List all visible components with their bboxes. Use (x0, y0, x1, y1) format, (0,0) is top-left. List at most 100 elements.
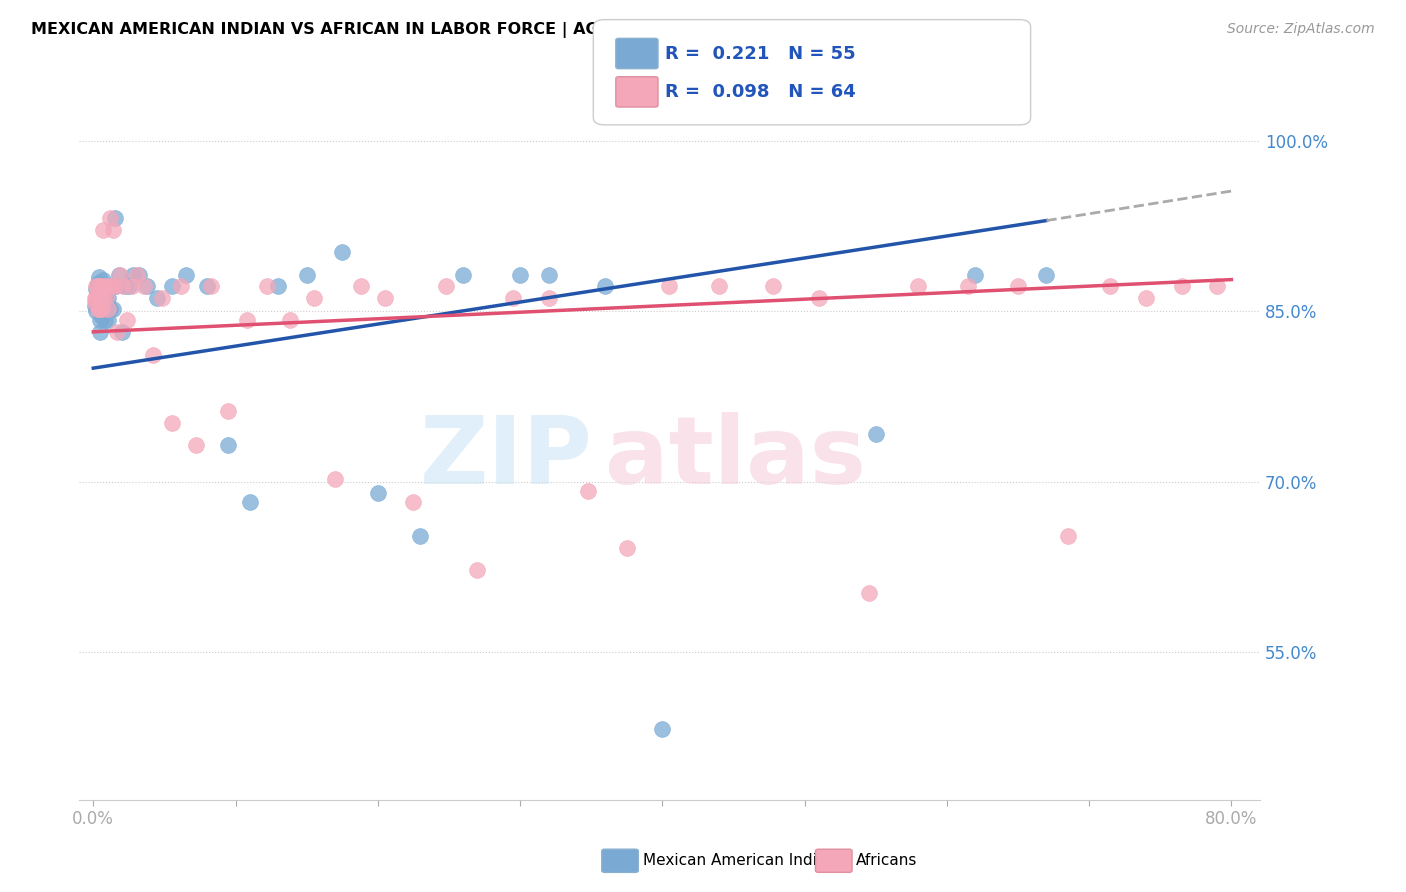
Point (239, 495, 262, 509)
Point (128, 268, 150, 282)
Point (94, 295, 117, 310)
Point (89, 325, 111, 339)
Point (90, 310, 112, 324)
Point (98, 302, 121, 317)
Point (118, 279, 141, 293)
Point (84, 279, 107, 293)
Point (121, 279, 143, 293)
Point (108, 268, 131, 282)
Point (217, 438, 239, 452)
Point (409, 529, 432, 543)
Point (762, 279, 785, 293)
Point (90, 302, 112, 317)
Point (84, 291, 107, 305)
Point (160, 279, 183, 293)
Point (350, 279, 373, 293)
Point (110, 268, 132, 282)
Point (107, 325, 129, 339)
Point (323, 472, 346, 486)
Text: atlas: atlas (605, 412, 866, 504)
Point (93, 313, 115, 327)
Point (89, 291, 111, 305)
Point (97, 279, 120, 293)
Text: Source: ZipAtlas.com: Source: ZipAtlas.com (1227, 22, 1375, 37)
Point (104, 211, 127, 226)
Point (83, 291, 105, 305)
Point (160, 416, 183, 430)
Point (86, 302, 108, 317)
Point (330, 245, 353, 260)
Point (98, 211, 121, 226)
Point (150, 291, 173, 305)
Point (90, 279, 112, 293)
Point (402, 495, 425, 509)
Point (91, 284, 114, 298)
Point (127, 268, 149, 282)
Point (709, 279, 731, 293)
Point (965, 268, 987, 282)
Point (87, 302, 110, 317)
Point (103, 302, 125, 317)
Point (595, 279, 617, 293)
Point (1206, 279, 1229, 293)
Point (90, 295, 112, 310)
Point (858, 586, 880, 600)
Point (957, 279, 980, 293)
Text: MEXICAN AMERICAN INDIAN VS AFRICAN IN LABOR FORCE | AGE 35-44 CORRELATION CHART: MEXICAN AMERICAN INDIAN VS AFRICAN IN LA… (31, 22, 863, 38)
Point (502, 291, 524, 305)
Point (89, 284, 111, 298)
Point (96, 313, 118, 327)
Point (1056, 529, 1078, 543)
Point (658, 279, 681, 293)
Point (89, 313, 111, 327)
Point (865, 427, 887, 442)
Point (907, 279, 929, 293)
Text: ZIP: ZIP (420, 412, 593, 504)
Point (96, 302, 118, 317)
Point (103, 222, 125, 236)
Point (86, 299, 108, 313)
Point (136, 279, 159, 293)
Point (87, 295, 110, 310)
Point (104, 279, 127, 293)
Point (256, 279, 278, 293)
Point (170, 279, 193, 293)
Point (117, 313, 139, 327)
Point (83, 295, 105, 310)
Point (87, 279, 110, 293)
Point (90, 279, 112, 293)
Point (91, 272, 114, 286)
Point (105, 279, 128, 293)
Point (236, 313, 259, 327)
Point (367, 486, 389, 500)
Point (1099, 279, 1122, 293)
Point (616, 541, 638, 555)
Point (509, 268, 531, 282)
Point (86, 291, 108, 305)
Point (83, 299, 105, 313)
Point (86, 279, 108, 293)
Point (467, 563, 489, 577)
Point (807, 291, 830, 305)
Point (96, 291, 118, 305)
Point (195, 279, 218, 293)
Point (142, 347, 165, 361)
Point (302, 291, 325, 305)
Point (112, 279, 135, 293)
Point (100, 279, 122, 293)
Point (434, 279, 457, 293)
Point (134, 279, 156, 293)
Point (86, 293, 108, 307)
Point (184, 438, 207, 452)
Point (146, 291, 169, 305)
Text: Mexican American Indians: Mexican American Indians (643, 854, 844, 868)
Text: Africans: Africans (856, 854, 918, 868)
Point (86, 276, 108, 290)
Point (576, 483, 599, 498)
Point (267, 279, 290, 293)
Point (87, 270, 110, 285)
Point (1035, 268, 1057, 282)
Point (91, 295, 114, 310)
Point (93, 279, 115, 293)
Point (93, 291, 115, 305)
